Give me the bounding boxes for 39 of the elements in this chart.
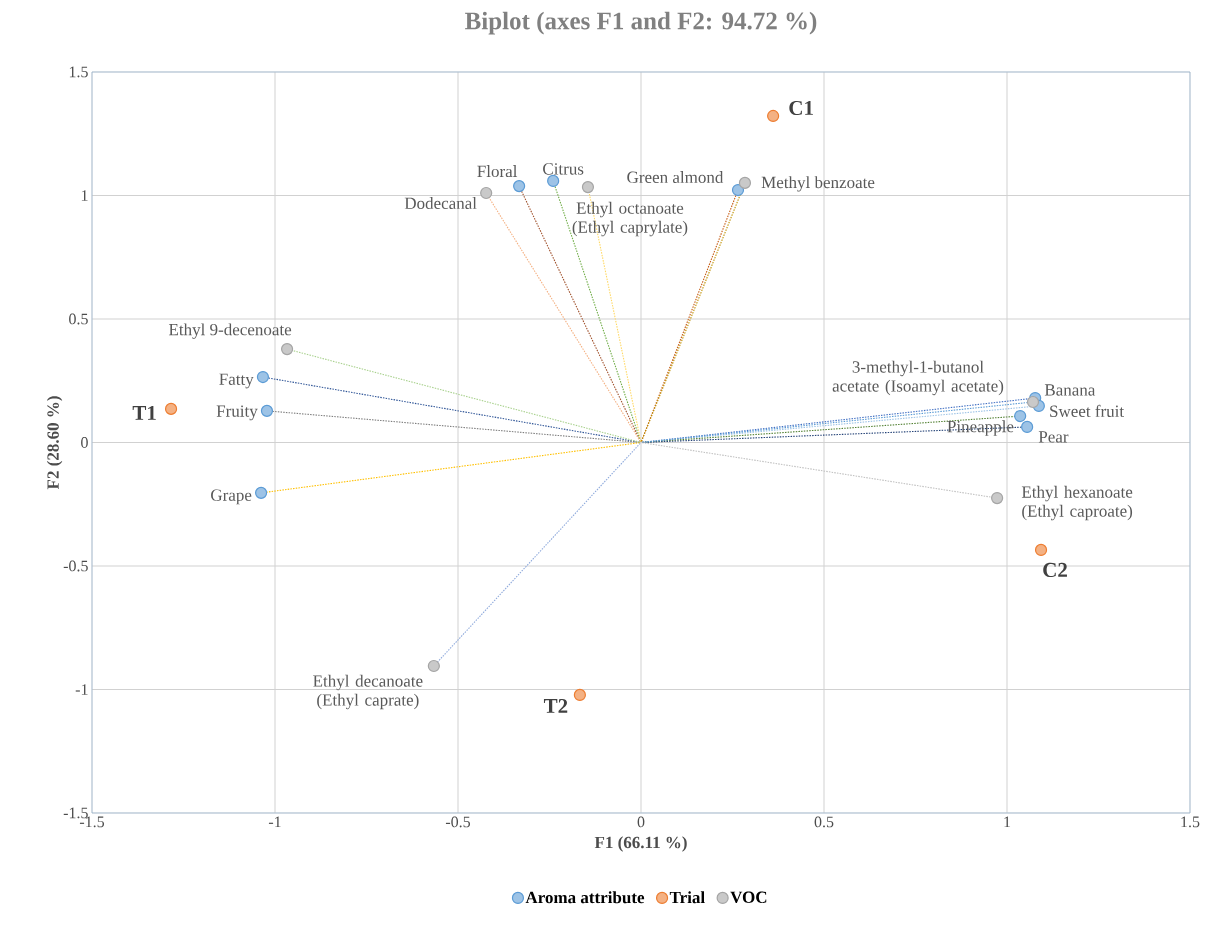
- annotation: Fatty: [219, 373, 254, 389]
- y-tick-label: 1.5: [69, 66, 88, 78]
- annotation: Green almond: [627, 171, 724, 184]
- annotation: Ethyl 9-decenoate: [168, 323, 292, 339]
- annotation: Ethyl octanoate (Ethyl caprylate): [572, 201, 688, 237]
- x-tick-label: -1: [268, 816, 281, 828]
- x-tick-label: -0.5: [445, 816, 471, 828]
- y-tick-label: -1: [75, 684, 88, 695]
- annotation: C1: [789, 100, 813, 116]
- x-tick-label: 0.5: [814, 816, 834, 828]
- x-axis-title: F1 (66.11 %): [594, 836, 687, 852]
- chart-title: Biplot (axes F1 and F2: 94.72 %): [465, 11, 817, 35]
- annotation: Sweet fruit: [1050, 404, 1125, 418]
- x-tick-label: 0: [637, 816, 645, 828]
- x-tick-label: 1: [1004, 816, 1011, 828]
- annotation: Ethyl decanoate (Ethyl caprate): [313, 674, 423, 710]
- legend-label: VOC: [730, 891, 767, 904]
- annotation: Methyl benzoate: [761, 176, 875, 192]
- annotation: T1: [132, 405, 156, 420]
- annotation: Fruity: [216, 405, 258, 421]
- annotation: Citrus: [543, 163, 584, 175]
- y-tick-label: 0: [81, 437, 88, 448]
- annotation: Pear: [1038, 431, 1069, 443]
- legend-label: Aroma attribute: [525, 891, 645, 904]
- annotation: Dodecanal: [404, 197, 477, 210]
- x-tick-label: 1.5: [1181, 816, 1200, 828]
- annotation: Floral: [477, 165, 518, 178]
- annotation: T2: [543, 698, 568, 713]
- annotation: Grape: [211, 489, 252, 505]
- y-tick-label: 0.5: [69, 313, 88, 325]
- annotation: Pineapple: [947, 420, 1014, 436]
- y-axis-title: F2 (28.60 %): [46, 396, 63, 490]
- annotation: C2: [1043, 562, 1067, 577]
- y-tick-label: 1: [81, 190, 88, 201]
- y-tick-label: -0.5: [63, 560, 88, 572]
- annotation: 3-methyl-1-butanol acetate (Isoamyl acetate): [832, 360, 1004, 396]
- annotation: Ethyl hexanoate (Ethyl caproate): [1021, 485, 1133, 521]
- annotation: Banana: [1044, 384, 1096, 396]
- legend-label: Trial: [669, 891, 705, 904]
